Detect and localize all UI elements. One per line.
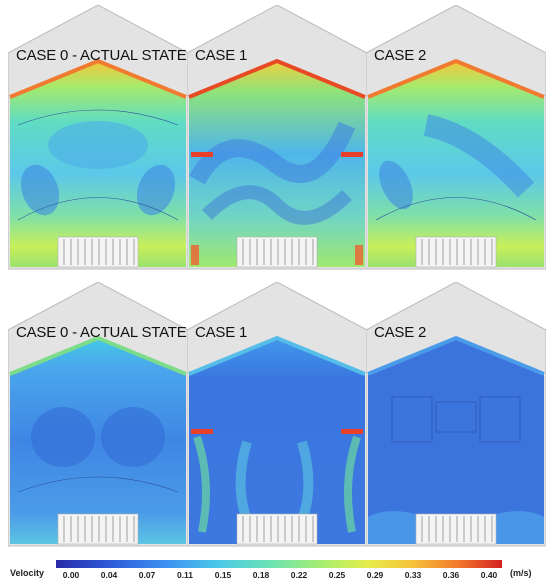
panel-caption: CASE 0 - ACTUAL STATE	[16, 324, 187, 341]
velocity-field-top-case2	[366, 5, 546, 270]
panel-caption: CASE 1	[195, 324, 248, 341]
panel-caption: CASE 1	[195, 47, 248, 64]
panel-top-case1: CASE 1	[187, 5, 367, 273]
velocity-field-bottom-case2	[366, 282, 546, 547]
panel-caption: CASE 2	[374, 47, 427, 64]
velocity-field-bottom-case1	[187, 282, 367, 547]
velocity-field-bottom-case0	[8, 282, 188, 547]
legend-tick: 0.33	[404, 570, 422, 580]
panel-caption: CASE 0 - ACTUAL STATE	[16, 47, 187, 64]
legend-tick: 0.25	[328, 570, 346, 580]
legend-color-bar	[56, 560, 502, 568]
legend-tick: 0.29	[366, 570, 384, 580]
legend-tick: 0.07	[138, 570, 156, 580]
velocity-field-top-case1	[187, 5, 367, 270]
legend-tick: 0.36	[442, 570, 460, 580]
legend-tick: 0.11	[176, 570, 194, 580]
panel-bottom-case1: CASE 1	[187, 282, 367, 550]
legend-tick: 0.40	[480, 570, 498, 580]
panel-top-case2: CASE 2	[366, 5, 546, 273]
legend-tick: 0.00	[62, 570, 80, 580]
legend-tick: 0.18	[252, 570, 270, 580]
velocity-field-top-case0	[8, 5, 188, 270]
panel-bottom-case0: CASE 0 - ACTUAL STATE	[8, 282, 188, 550]
velocity-legend: Velocity 0.00 0.04 0.07 0.11 0.15 0.18 0…	[0, 556, 550, 587]
legend-tick: 0.22	[290, 570, 308, 580]
legend-title: Velocity	[10, 568, 45, 578]
legend-unit: (m/s)	[510, 568, 532, 578]
panel-bottom-case2: CASE 2	[366, 282, 546, 550]
legend-tick: 0.15	[214, 570, 232, 580]
legend-tick: 0.04	[100, 570, 118, 580]
panel-top-case0: CASE 0 - ACTUAL STATE	[8, 5, 188, 273]
panel-caption: CASE 2	[374, 324, 427, 341]
